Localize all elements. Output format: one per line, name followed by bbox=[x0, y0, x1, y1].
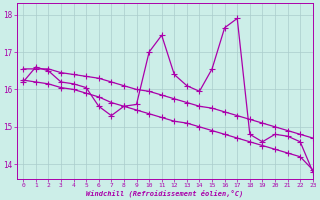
X-axis label: Windchill (Refroidissement éolien,°C): Windchill (Refroidissement éolien,°C) bbox=[86, 189, 244, 197]
